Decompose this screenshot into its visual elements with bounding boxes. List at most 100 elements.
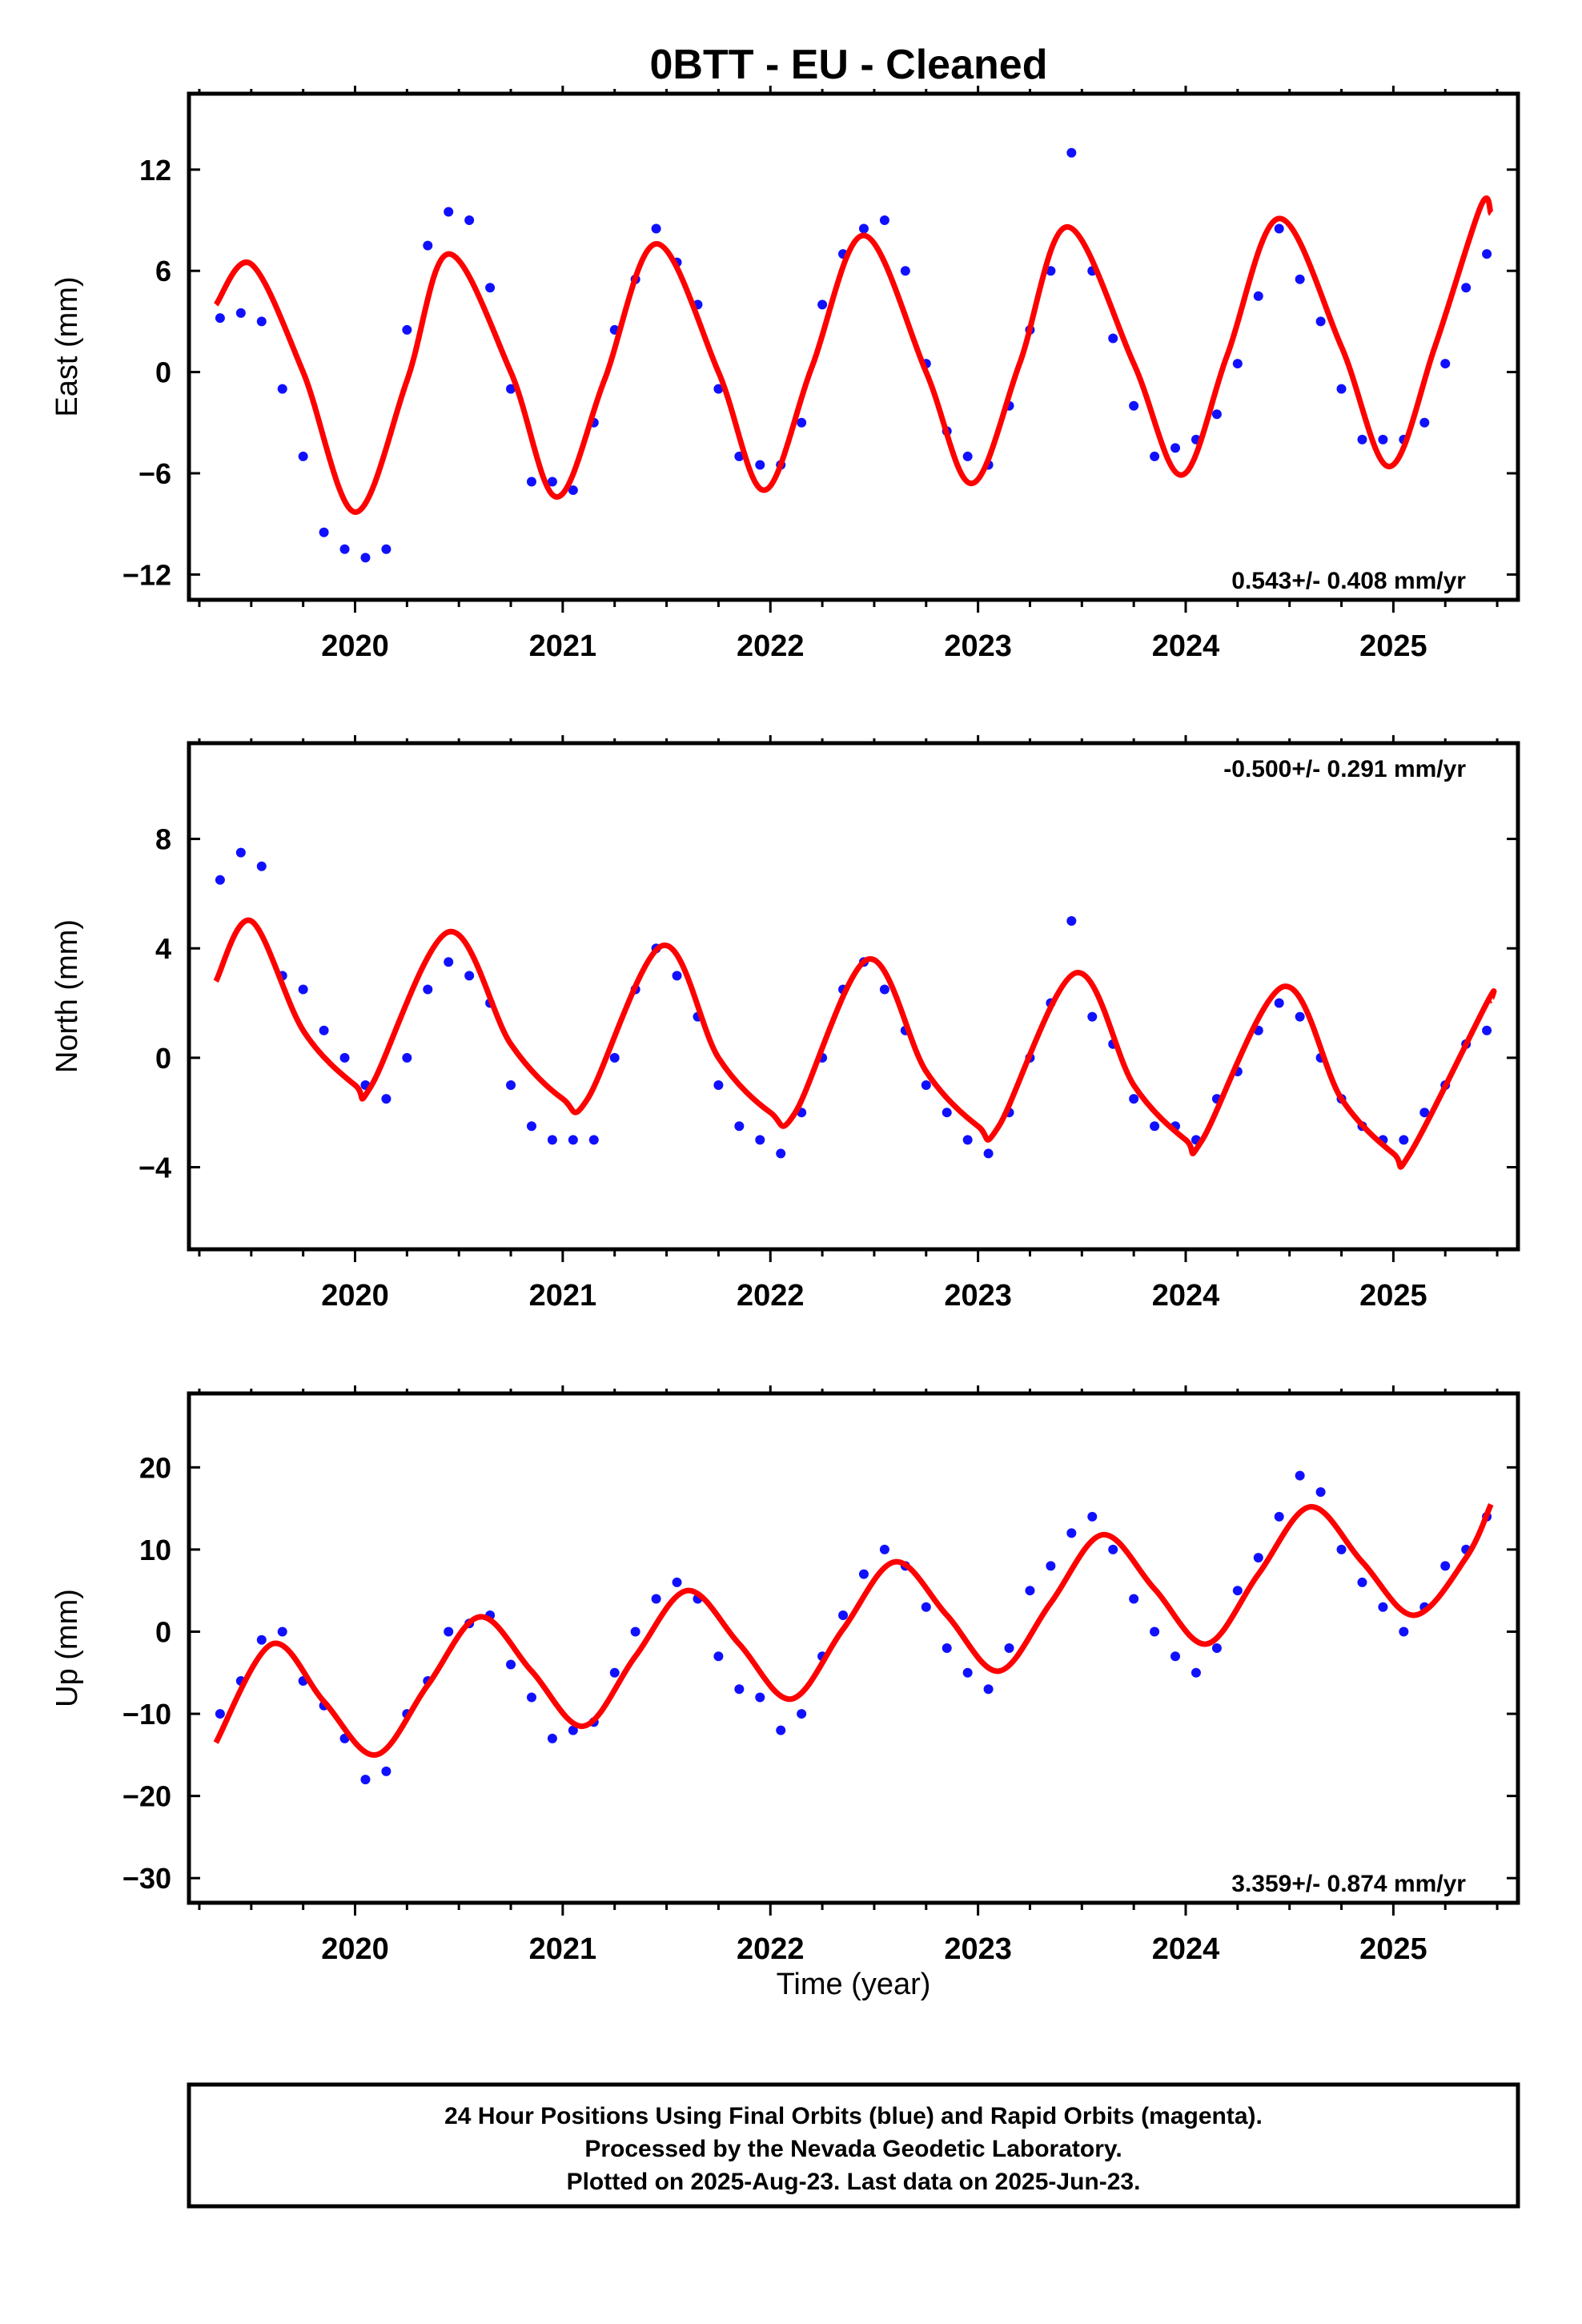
east-data-point xyxy=(879,215,889,225)
up-data-point xyxy=(879,1544,889,1554)
east-plot-frame xyxy=(187,91,1520,602)
north-data-point xyxy=(464,971,475,981)
east-data-point xyxy=(755,460,765,470)
up-data-point xyxy=(776,1725,786,1735)
up-data-point xyxy=(506,1659,516,1670)
east-data-point xyxy=(1129,400,1139,411)
up-data-point xyxy=(962,1667,973,1678)
east-ytick-label: 0 xyxy=(155,356,171,389)
up-data-point xyxy=(1253,1553,1263,1563)
east-data-point xyxy=(1274,223,1284,234)
footer-box: 24 Hour Positions Using Final Orbits (bl… xyxy=(187,2082,1520,2209)
north-data-point xyxy=(506,1080,516,1091)
north-xtick-label: 2021 xyxy=(529,1279,597,1313)
up-plot-frame xyxy=(187,1391,1520,1905)
north-xtick-label: 2020 xyxy=(321,1279,389,1313)
up-data-point xyxy=(1191,1667,1201,1678)
east-data-point xyxy=(464,215,475,225)
east-data-point xyxy=(526,476,536,487)
east-ytick-label: −12 xyxy=(122,558,171,591)
x-axis-label: Time (year) xyxy=(777,1968,931,2001)
east-data-point xyxy=(1357,434,1367,444)
east-data-point xyxy=(506,384,516,394)
up-data-point xyxy=(1129,1594,1139,1604)
east-data-point xyxy=(1150,451,1160,461)
up-data-point xyxy=(921,1602,931,1612)
north-data-point xyxy=(256,861,267,871)
east-data-point xyxy=(1253,291,1263,301)
east-data-point xyxy=(402,324,412,335)
figure-title: 0BTT - EU - Cleaned xyxy=(650,42,1048,88)
north-data-point xyxy=(672,971,682,981)
north-model-curve xyxy=(213,917,1497,1170)
east-data-point xyxy=(651,223,661,234)
east-xtick-label: 2023 xyxy=(944,629,1012,663)
east-data-point xyxy=(1482,249,1492,259)
up-data-point xyxy=(1108,1544,1118,1554)
up-data-point xyxy=(651,1594,661,1604)
east-model-curve xyxy=(213,195,1494,515)
north-data-point xyxy=(423,984,433,995)
east-data-point xyxy=(298,451,308,461)
north-data-point xyxy=(734,1121,745,1132)
east-data-point xyxy=(1066,147,1077,158)
north-ytick-label: 8 xyxy=(155,823,171,856)
up-y-axis-label: Up (mm) xyxy=(50,1589,84,1707)
east-ytick-label: 6 xyxy=(155,255,171,287)
east-data-point xyxy=(235,308,246,318)
north-data-point xyxy=(381,1094,391,1104)
up-data-point xyxy=(1025,1586,1035,1596)
east-data-point xyxy=(1315,316,1326,327)
footer-line-1: 24 Hour Positions Using Final Orbits (bl… xyxy=(444,2103,1263,2129)
north-plot-frame xyxy=(187,741,1520,1252)
east-data-point xyxy=(568,485,578,496)
up-data-point xyxy=(1066,1528,1077,1538)
east-data-point xyxy=(1108,333,1118,344)
up-data-point xyxy=(983,1684,994,1695)
up-data-point xyxy=(1004,1643,1014,1653)
east-data-point xyxy=(1336,384,1347,394)
east-data-point xyxy=(1461,283,1472,293)
up-xtick-label: 2024 xyxy=(1152,1932,1220,1966)
east-data-point xyxy=(900,266,910,276)
up-ytick-label: −20 xyxy=(122,1780,171,1813)
up-xtick-label: 2020 xyxy=(321,1932,389,1966)
north-xtick-label: 2022 xyxy=(737,1279,805,1313)
north-data-point xyxy=(235,847,246,858)
east-data-point xyxy=(215,313,225,324)
east-ytick-label: 12 xyxy=(139,154,171,187)
up-data-point xyxy=(1440,1561,1451,1571)
north-data-point xyxy=(402,1052,412,1063)
north-data-point xyxy=(526,1121,536,1132)
up-xtick-label: 2021 xyxy=(529,1932,597,1966)
north-data-point xyxy=(1419,1108,1430,1118)
up-data-point xyxy=(630,1626,640,1637)
up-data-point xyxy=(444,1626,454,1637)
east-xtick-label: 2020 xyxy=(321,629,389,663)
up-data-point xyxy=(1274,1511,1284,1522)
east-data-point xyxy=(256,316,267,327)
up-rate-label: 3.359+/- 0.874 mm/yr xyxy=(1231,1871,1466,1897)
north-xtick-label: 2025 xyxy=(1359,1279,1427,1313)
east-rate-label: 0.543+/- 0.408 mm/yr xyxy=(1231,568,1466,594)
east-data-point xyxy=(319,527,329,537)
up-data-point xyxy=(215,1709,225,1719)
up-data-point xyxy=(1170,1651,1181,1662)
up-data-point xyxy=(1336,1544,1347,1554)
north-data-point xyxy=(215,875,225,885)
up-data-point xyxy=(734,1684,745,1695)
up-data-point xyxy=(1295,1470,1305,1481)
east-xtick-label: 2025 xyxy=(1359,629,1427,663)
east-xtick-label: 2022 xyxy=(737,629,805,663)
north-data-point xyxy=(1066,916,1077,927)
up-data-point xyxy=(526,1692,536,1703)
north-data-point xyxy=(1295,1011,1305,1022)
east-data-point xyxy=(1046,266,1056,276)
up-data-point xyxy=(797,1709,807,1719)
east-data-point xyxy=(277,384,287,394)
east-data-point xyxy=(381,544,391,554)
north-data-point xyxy=(547,1135,557,1145)
north-data-point xyxy=(1129,1094,1139,1104)
north-ytick-label: 0 xyxy=(155,1042,171,1075)
